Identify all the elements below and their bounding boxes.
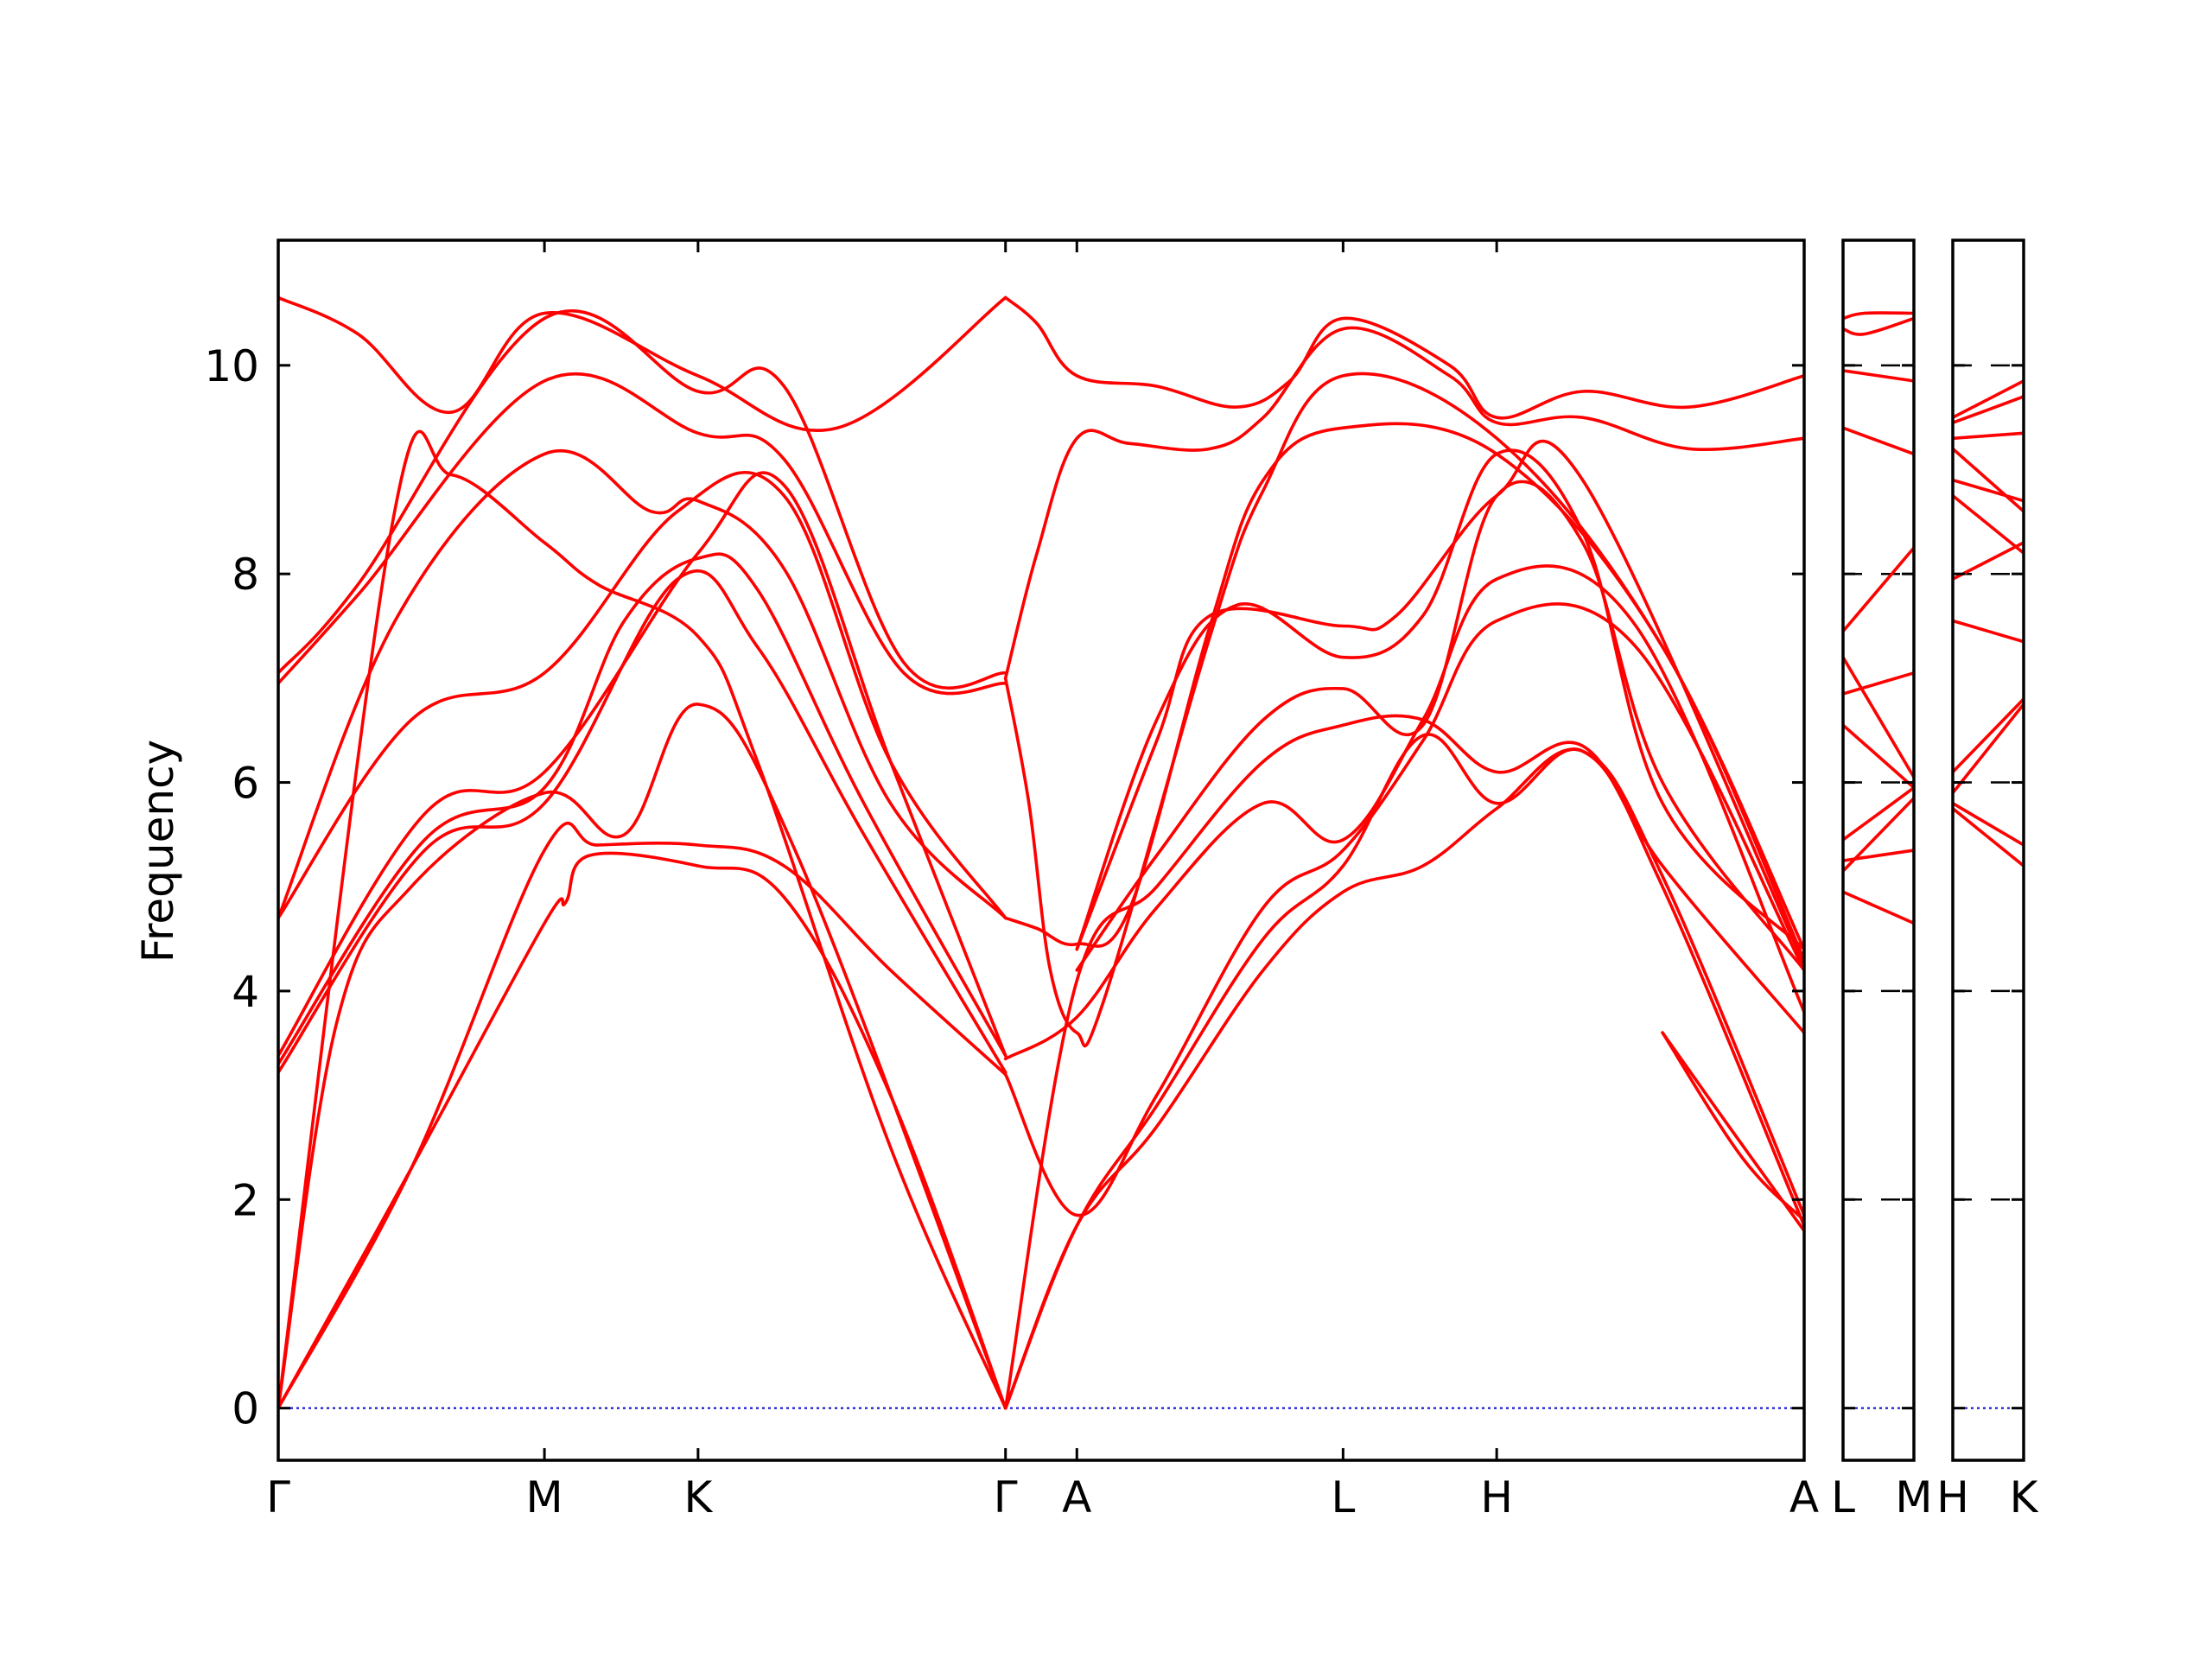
band-LM-0 <box>1843 311 1914 321</box>
band-LM-10 <box>1843 796 1914 873</box>
plot-frame-main <box>276 238 1806 1462</box>
band-LM-6 <box>1843 671 1914 696</box>
band-LM-4 <box>1843 546 1914 633</box>
x-tick-label-HK-1: K <box>2010 1472 2039 1522</box>
band-main-25 <box>1661 1031 1804 1223</box>
band-HK-5 <box>1953 493 2024 555</box>
x-tick-label-main-2: K <box>683 1472 713 1522</box>
band-main-22 <box>1075 439 1804 967</box>
band-main-15 <box>1003 422 1804 962</box>
y-axis-title: Frequency <box>133 740 183 963</box>
band-main-1 <box>278 821 1007 1410</box>
y-tick-label-5: 10 <box>204 341 259 391</box>
band-HK-1 <box>1953 395 2024 424</box>
band-main-0 <box>278 851 1007 1410</box>
x-tick-label-main-1: M <box>526 1472 563 1522</box>
bands-main <box>278 296 1804 1410</box>
band-HK-11 <box>1953 806 2024 868</box>
bands-LM <box>1843 311 1914 925</box>
x-tick-label-main-0: Γ <box>266 1472 290 1522</box>
band-main-17 <box>1003 564 1804 1061</box>
band-main-12 <box>1003 296 1804 420</box>
band-main-20 <box>1003 714 1804 1410</box>
band-main-13 <box>1003 326 1804 680</box>
x-tick-label-main-5: L <box>1331 1472 1355 1522</box>
x-tick-label-main-6: H <box>1480 1472 1513 1522</box>
band-main-21 <box>1075 480 1804 972</box>
band-main-18 <box>1003 733 1804 1410</box>
band-LM-9 <box>1843 849 1914 862</box>
band-main-10 <box>278 309 1007 690</box>
band-LM-1 <box>1843 316 1914 336</box>
band-main-3 <box>278 429 1007 1410</box>
band-HK-3 <box>1953 447 2024 513</box>
x-tick-label-LM-0: L <box>1831 1472 1855 1522</box>
band-main-4 <box>278 569 1007 1074</box>
band-main-16 <box>1003 602 1804 1217</box>
band-main-8 <box>278 448 1007 920</box>
y-tick-label-4: 8 <box>232 550 259 600</box>
y-tick-label-2: 4 <box>232 967 259 1017</box>
band-HK-2 <box>1953 431 2024 441</box>
x-tick-label-main-4: A <box>1062 1472 1091 1522</box>
band-LM-5 <box>1843 655 1914 779</box>
band-main-14 <box>1003 372 1804 1048</box>
y-tick-label-3: 6 <box>232 759 259 809</box>
band-HK-10 <box>1953 801 2024 847</box>
x-tick-label-HK-0: H <box>1936 1472 1969 1522</box>
y-tick-label-1: 2 <box>232 1175 259 1225</box>
band-HK-6 <box>1953 541 2024 581</box>
band-HK-7 <box>1953 619 2024 644</box>
x-tick-label-main-3: Γ <box>994 1472 1018 1522</box>
band-main-6 <box>278 471 1007 1058</box>
bands-HK <box>1953 379 2024 868</box>
plot-frame-HK <box>1951 238 2025 1462</box>
band-main-24 <box>1661 1031 1804 1233</box>
band-LM-3 <box>1843 426 1914 456</box>
band-LM-11 <box>1843 890 1914 925</box>
band-main-5 <box>278 552 1007 1066</box>
band-main-9 <box>278 372 1007 696</box>
band-main-19 <box>1003 747 1804 1410</box>
y-tick-label-0: 0 <box>232 1384 259 1434</box>
band-main-7 <box>278 470 1007 920</box>
plot-frame-LM <box>1841 238 1916 1462</box>
band-HK-4 <box>1953 478 2024 503</box>
band-HK-8 <box>1953 697 2024 774</box>
band-main-2 <box>278 702 1007 1410</box>
band-main-23 <box>1075 448 1804 951</box>
band-LM-2 <box>1843 369 1914 383</box>
x-tick-label-LM-1: M <box>1895 1472 1932 1522</box>
band-main-11 <box>278 296 1007 433</box>
band-HK-9 <box>1953 702 2024 795</box>
band-HK-0 <box>1953 379 2024 419</box>
band-LM-8 <box>1843 785 1914 842</box>
x-tick-label-main-7: A <box>1789 1472 1819 1522</box>
